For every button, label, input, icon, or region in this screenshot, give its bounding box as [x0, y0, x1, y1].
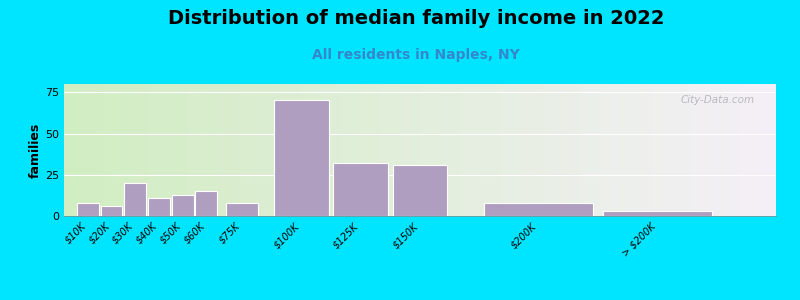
Text: Distribution of median family income in 2022: Distribution of median family income in …	[168, 9, 664, 28]
Bar	[334, 163, 388, 216]
Bar	[484, 203, 594, 216]
Bar	[172, 194, 194, 216]
Bar	[148, 198, 170, 216]
Bar	[226, 203, 258, 216]
Bar	[124, 183, 146, 216]
Bar	[101, 206, 122, 216]
Text: All residents in Naples, NY: All residents in Naples, NY	[312, 48, 520, 62]
Y-axis label: families: families	[30, 122, 42, 178]
Bar	[195, 191, 218, 216]
Text: City-Data.com: City-Data.com	[681, 94, 754, 105]
Bar	[77, 203, 98, 216]
Bar	[393, 165, 447, 216]
Bar	[274, 100, 329, 216]
Bar	[602, 211, 712, 216]
